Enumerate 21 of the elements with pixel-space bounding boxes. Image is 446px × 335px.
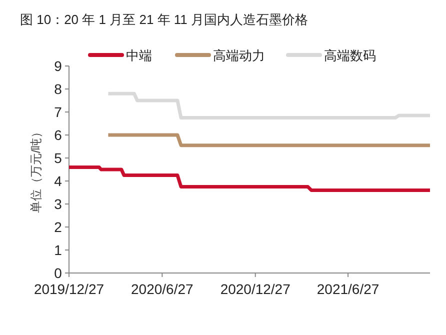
- chart-title: 图 10：20 年 1 月至 21 年 11 月国内人造石墨价格: [20, 12, 308, 27]
- y-tick-label: 9: [54, 58, 62, 74]
- y-axis-title: 单位（万元/吨）: [29, 126, 43, 214]
- legend-label: 高端数码: [324, 48, 376, 63]
- x-tick-label: 2019/12/27: [34, 281, 104, 297]
- line-series: [67, 165, 432, 192]
- line-series: [106, 92, 432, 120]
- y-tick-label: 8: [54, 81, 62, 97]
- y-tick-label: 6: [54, 127, 62, 143]
- legend-label: 中端: [126, 48, 152, 63]
- x-tick-label: 2020/6/27: [131, 281, 194, 297]
- y-tick-label: 2: [54, 219, 62, 235]
- y-tick-label: 1: [54, 242, 62, 258]
- y-tick-label: 0: [54, 265, 62, 281]
- x-tick-label: 2021/6/27: [316, 281, 380, 297]
- y-tick-label: 3: [54, 196, 62, 212]
- y-tick-label: 7: [54, 104, 62, 120]
- y-tick-label: 4: [54, 173, 62, 189]
- legend-label: 高端动力: [213, 48, 265, 63]
- x-tick-label: 2020/12/27: [220, 281, 291, 297]
- y-tick-label: 5: [54, 150, 62, 166]
